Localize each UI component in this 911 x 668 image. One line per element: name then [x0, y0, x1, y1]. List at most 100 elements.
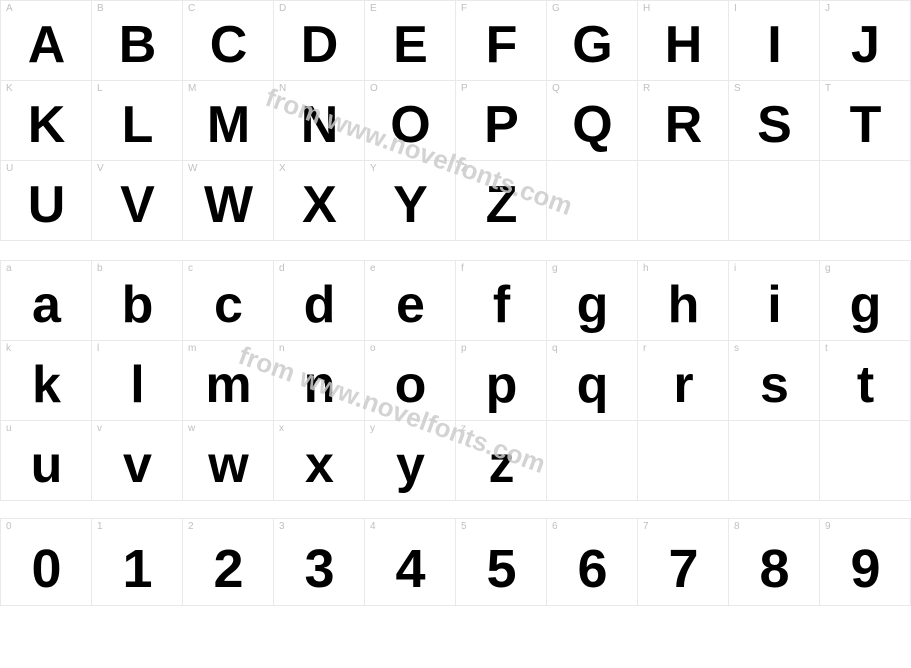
glyph-cell — [638, 421, 729, 501]
cell-key-label: S — [734, 84, 741, 94]
glyph-cell: pp — [456, 341, 547, 421]
cell-glyph: U — [28, 179, 65, 231]
glyph-cell: 33 — [274, 519, 365, 606]
glyph-cell: TT — [820, 81, 911, 161]
glyph-cell: bb — [92, 261, 183, 341]
cell-key-label: 0 — [6, 522, 12, 532]
glyph-cell: mm — [183, 341, 274, 421]
glyph-cell: tt — [820, 341, 911, 421]
cell-key-label: 3 — [279, 522, 285, 532]
cell-glyph: R — [665, 99, 702, 151]
glyph-cell: NN — [274, 81, 365, 161]
cell-key-label: 6 — [552, 522, 558, 532]
glyph-cell: hh — [638, 261, 729, 341]
cell-glyph: H — [665, 19, 702, 71]
cell-key-label: z — [461, 424, 466, 434]
cell-glyph: Z — [486, 179, 517, 231]
cell-key-label: e — [370, 264, 376, 274]
glyph-cell — [729, 161, 820, 241]
cell-glyph: 1 — [122, 542, 151, 596]
glyph-cell: WW — [183, 161, 274, 241]
glyph-cell: dd — [274, 261, 365, 341]
glyph-cell: ww — [183, 421, 274, 501]
lowercase-section: aabbccddeeffgghhiiggkkllmmnnooppqqrrsstt… — [0, 260, 911, 501]
glyph-cell: ZZ — [456, 161, 547, 241]
glyph-cell: 11 — [92, 519, 183, 606]
glyph-cell: 88 — [729, 519, 820, 606]
glyph-cell: ff — [456, 261, 547, 341]
glyph-cell: 99 — [820, 519, 911, 606]
cell-glyph: T — [850, 99, 881, 151]
cell-key-label: I — [734, 4, 737, 14]
glyph-cell: oo — [365, 341, 456, 421]
cell-glyph: x — [305, 439, 333, 491]
cell-glyph: h — [668, 279, 699, 331]
cell-glyph: i — [767, 279, 780, 331]
cell-key-label: w — [188, 424, 195, 434]
cell-key-label: c — [188, 264, 193, 274]
glyph-cell: 55 — [456, 519, 547, 606]
cell-key-label: K — [6, 84, 13, 94]
cell-glyph: 5 — [486, 542, 515, 596]
cell-key-label: p — [461, 344, 467, 354]
cell-key-label: 2 — [188, 522, 194, 532]
glyph-cell: PP — [456, 81, 547, 161]
cell-glyph: a — [32, 279, 60, 331]
cell-key-label: W — [188, 164, 197, 174]
cell-key-label: y — [370, 424, 375, 434]
cell-key-label: U — [6, 164, 13, 174]
cell-glyph: Q — [572, 99, 611, 151]
glyph-cell: ll — [92, 341, 183, 421]
cell-key-label: R — [643, 84, 650, 94]
cell-key-label: a — [6, 264, 12, 274]
cell-key-label: N — [279, 84, 286, 94]
cell-key-label: x — [279, 424, 284, 434]
glyph-cell: vv — [92, 421, 183, 501]
cell-key-label: o — [370, 344, 376, 354]
cell-glyph: d — [304, 279, 335, 331]
glyph-cell: rr — [638, 341, 729, 421]
glyph-cell: ee — [365, 261, 456, 341]
glyph-cell: FF — [456, 1, 547, 81]
glyph-cell: qq — [547, 341, 638, 421]
glyph-cell: kk — [1, 341, 92, 421]
glyph-cell: gg — [547, 261, 638, 341]
cell-glyph: g — [850, 279, 881, 331]
cell-key-label: s — [734, 344, 739, 354]
glyph-cell: cc — [183, 261, 274, 341]
glyph-cell: RR — [638, 81, 729, 161]
glyph-cell: GG — [547, 1, 638, 81]
glyph-cell: BB — [92, 1, 183, 81]
glyph-cell: SS — [729, 81, 820, 161]
glyph-cell: XX — [274, 161, 365, 241]
cell-glyph: t — [857, 359, 873, 411]
cell-glyph: L — [122, 99, 153, 151]
cell-key-label: E — [370, 4, 377, 14]
cell-glyph: X — [302, 179, 336, 231]
cell-key-label: f — [461, 264, 464, 274]
glyph-cell: II — [729, 1, 820, 81]
cell-key-label: F — [461, 4, 467, 14]
cell-glyph: w — [208, 439, 247, 491]
cell-key-label: 9 — [825, 522, 831, 532]
cell-key-label: T — [825, 84, 831, 94]
cell-glyph: Y — [393, 179, 427, 231]
cell-key-label: 5 — [461, 522, 467, 532]
font-character-map: AABBCCDDEEFFGGHHIIJJKKLLMMNNOOPPQQRRSSTT… — [0, 0, 911, 668]
cell-key-label: B — [97, 4, 104, 14]
cell-glyph: e — [396, 279, 424, 331]
cell-glyph: f — [493, 279, 509, 331]
cell-key-label: h — [643, 264, 649, 274]
cell-key-label: t — [825, 344, 828, 354]
cell-glyph: v — [123, 439, 151, 491]
cell-key-label: u — [6, 424, 12, 434]
cell-glyph: 2 — [213, 542, 242, 596]
cell-key-label: Y — [370, 164, 377, 174]
cell-key-label: H — [643, 4, 650, 14]
cell-glyph: W — [204, 179, 252, 231]
glyph-cell — [820, 161, 911, 241]
glyph-cell: gg — [820, 261, 911, 341]
glyph-cell: CC — [183, 1, 274, 81]
glyph-cell — [638, 161, 729, 241]
cell-glyph: k — [32, 359, 60, 411]
